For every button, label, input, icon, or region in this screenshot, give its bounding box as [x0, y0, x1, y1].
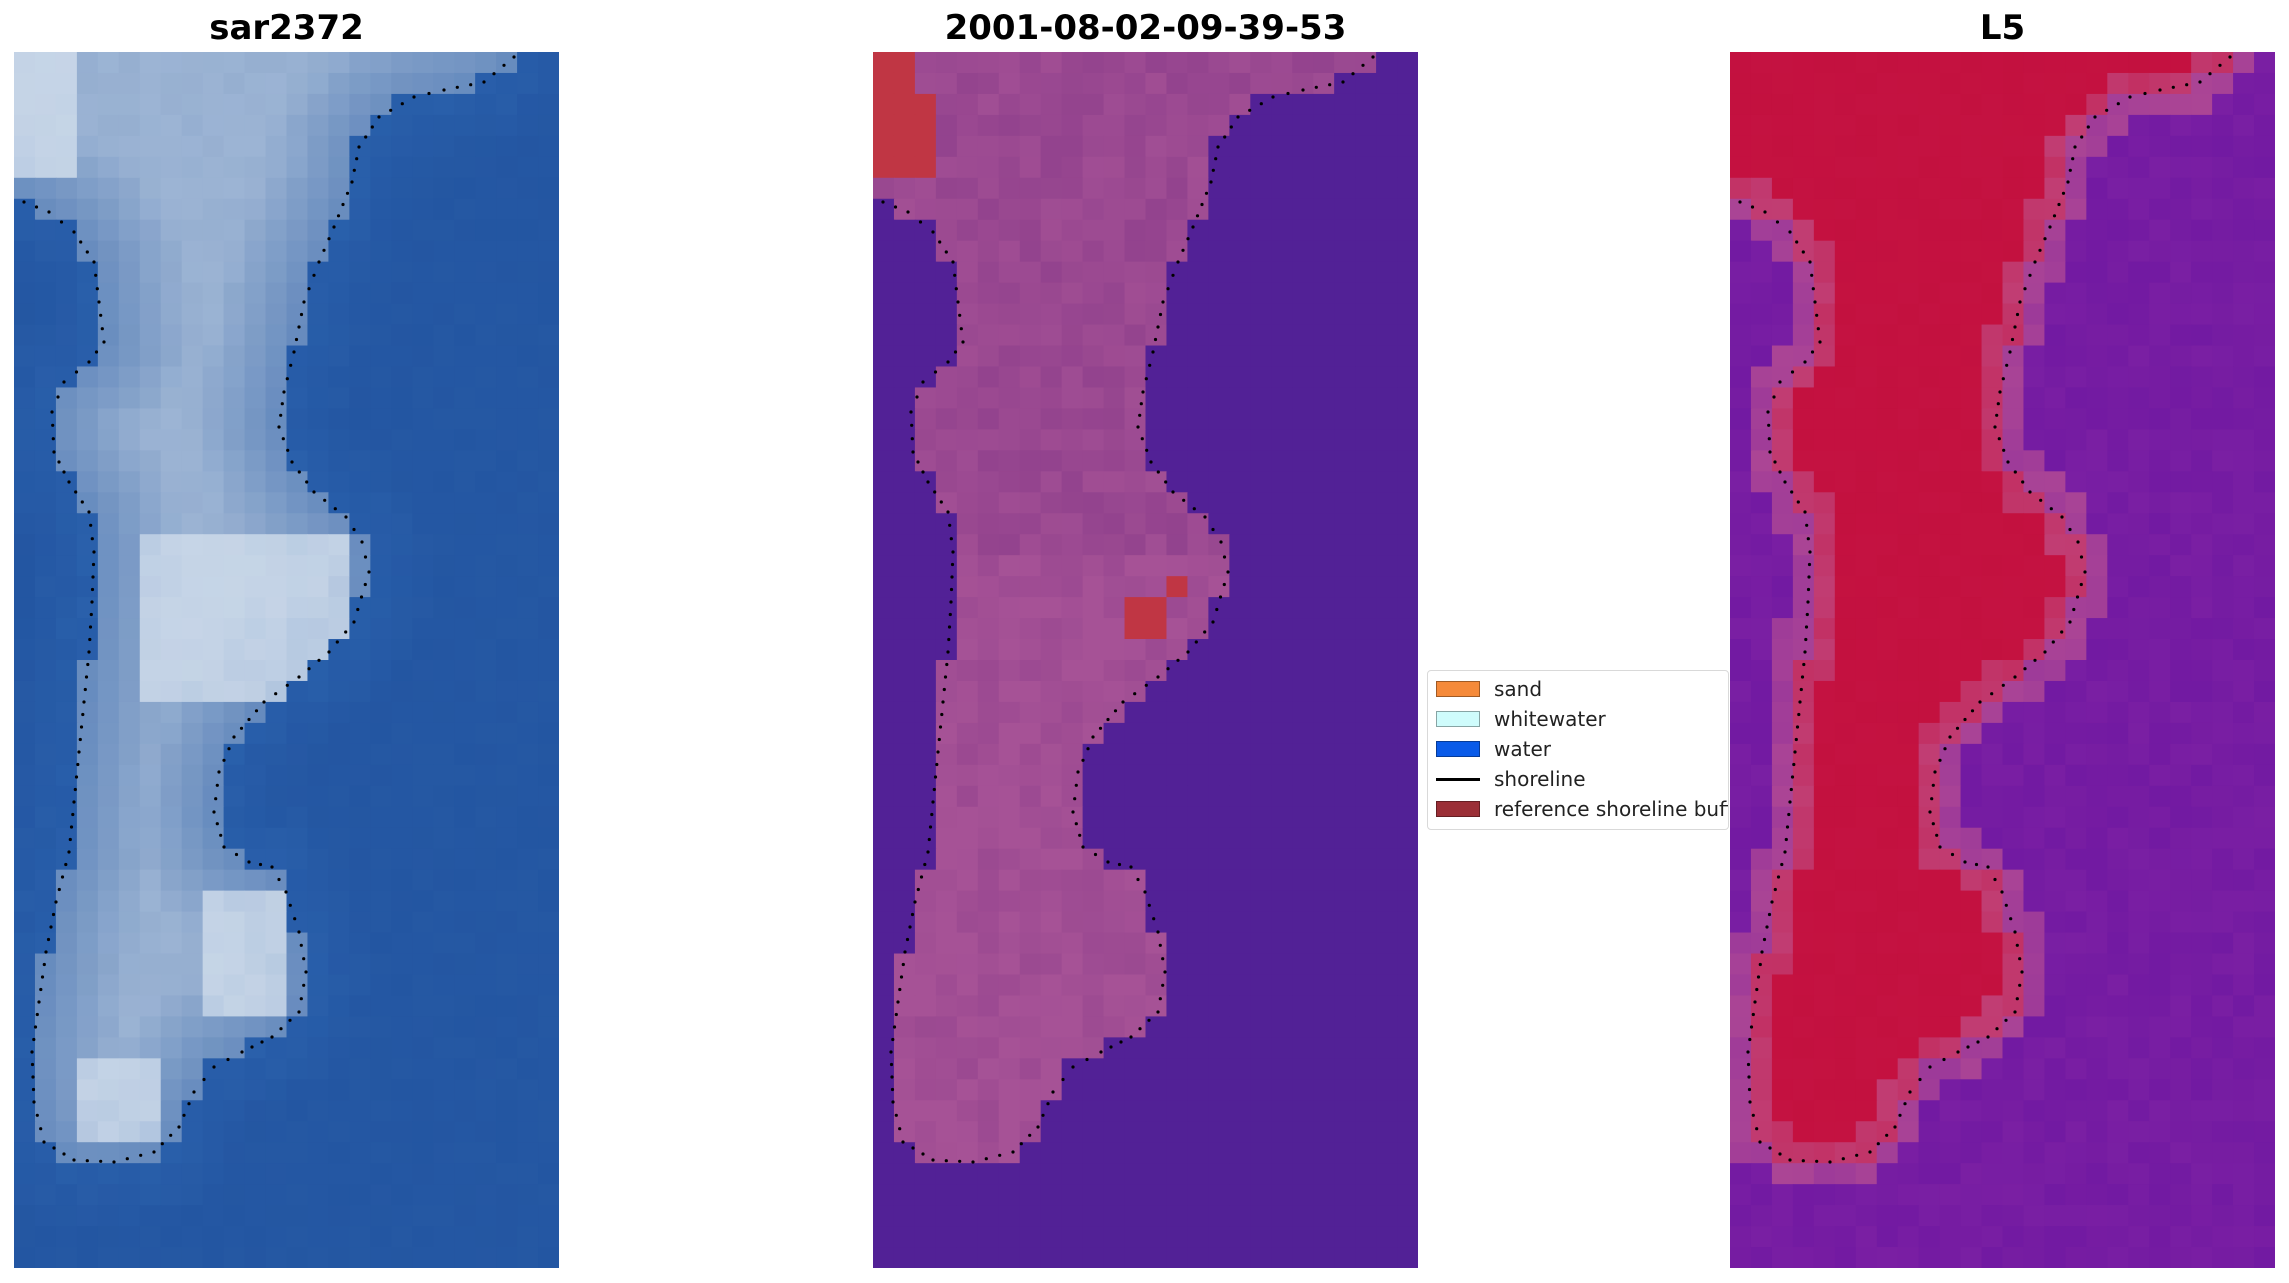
title-date: 2001-08-02-09-39-53 — [944, 8, 1347, 48]
classified-pixel-grid — [873, 52, 1418, 1268]
water-swatch — [1436, 741, 1480, 757]
legend-label-reference-buffer: reference shoreline buffer — [1494, 797, 1729, 821]
classified-image-panel — [873, 52, 1418, 1268]
legend-item-whitewater: whitewater — [1436, 706, 1606, 732]
index-image-panel — [1730, 52, 2275, 1268]
rgb-image-panel — [14, 52, 559, 1268]
sand-swatch — [1436, 681, 1480, 697]
whitewater-swatch — [1436, 711, 1480, 727]
title-l5: L5 — [1979, 8, 2026, 48]
classified-image — [873, 52, 1418, 1268]
legend-item-shoreline: shoreline — [1436, 766, 1586, 792]
title-sar2372: sar2372 — [209, 8, 364, 48]
legend-label-sand: sand — [1494, 677, 1543, 701]
classified-shoreline-dots — [881, 55, 1375, 1164]
legend-label-water: water — [1494, 737, 1551, 761]
reference-buffer-swatch — [1436, 801, 1480, 817]
legend-label-whitewater: whitewater — [1494, 707, 1606, 731]
legend-item-water: water — [1436, 736, 1551, 762]
shoreline-line-icon — [1436, 771, 1480, 787]
index-image — [1730, 52, 2275, 1268]
legend: sand whitewater water shoreline referenc… — [1427, 670, 1729, 830]
index-shoreline-dots — [1738, 55, 2232, 1164]
rgb-image — [14, 52, 559, 1268]
legend-item-reference-buffer: reference shoreline buffer — [1436, 796, 1729, 822]
rgb-shoreline-dots — [22, 55, 516, 1164]
legend-label-shoreline: shoreline — [1494, 767, 1586, 791]
index-pixel-grid — [1730, 52, 2275, 1268]
rgb-pixel-grid — [14, 52, 559, 1268]
legend-item-sand: sand — [1436, 676, 1542, 702]
